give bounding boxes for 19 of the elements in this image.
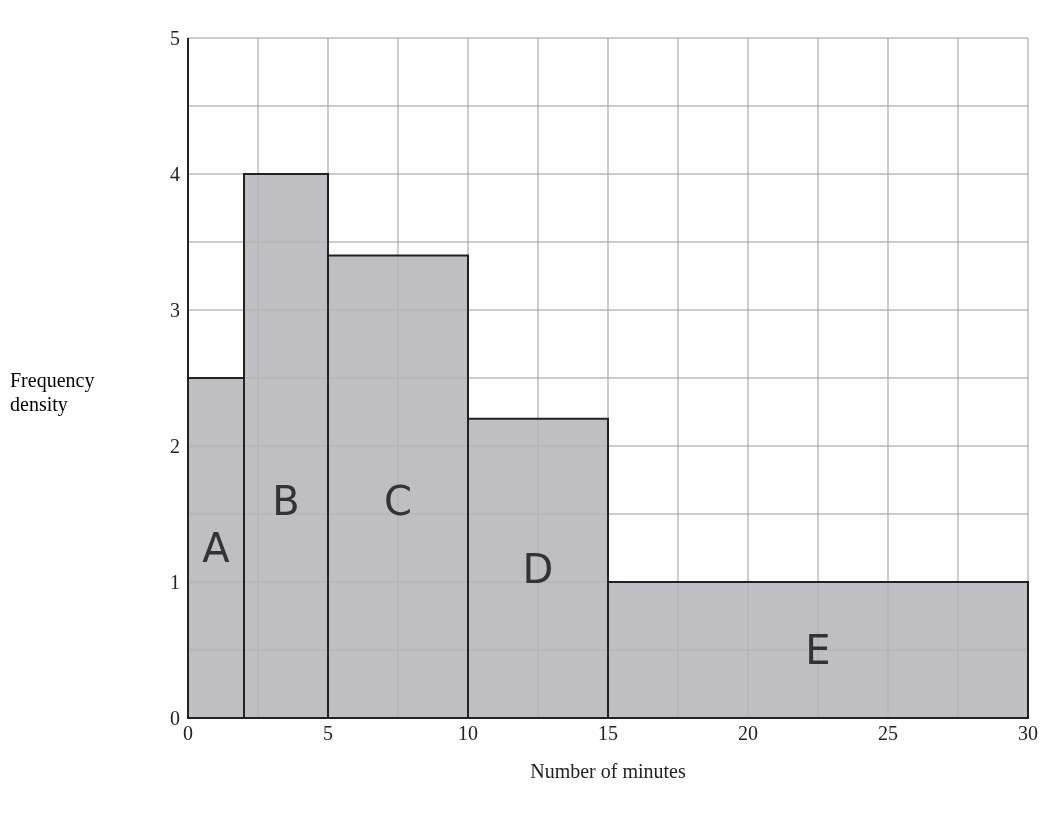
y-tick-label: 2 [170,435,180,458]
x-tick-label: 30 [1018,722,1038,745]
annotation: E [805,627,831,674]
x-tick-label: 5 [323,722,333,745]
y-tick-label: 4 [170,163,180,186]
x-tick-label: 10 [458,722,478,745]
y-axis-title: Frequency density [10,368,96,416]
x-tick-label: 20 [738,722,758,745]
annotation: A [202,525,231,572]
y-tick-label: 5 [170,27,180,50]
y-tick-label: 1 [170,571,180,594]
x-tick-label: 15 [598,722,618,745]
y-tick-label: 0 [170,707,180,730]
x-axis-title: Number of minutes [530,760,686,782]
x-tick-label: 25 [878,722,898,745]
y-tick-label: 3 [170,299,180,322]
annotation: C [384,477,412,524]
annotation: D [522,545,554,592]
annotation: B [272,477,300,524]
